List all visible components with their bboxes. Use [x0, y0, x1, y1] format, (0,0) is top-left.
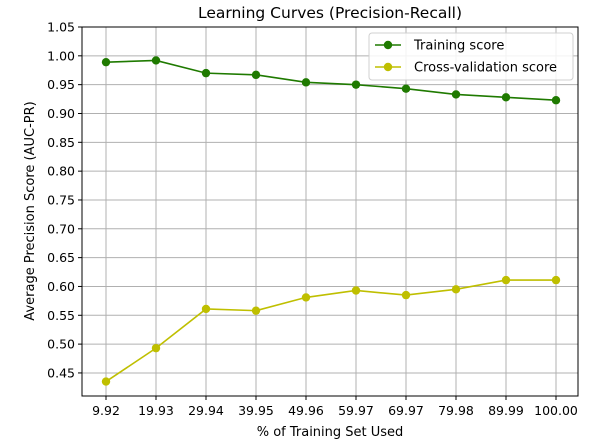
x-tick-label: 19.93: [138, 403, 174, 418]
x-axis-ticks: 9.92 19.93 29.94 39.95 49.96 59.97 69.97 79.98 8…: [92, 396, 578, 418]
legend-entry-label: Cross-validation score: [414, 61, 557, 76]
y-tick-label: 0.95: [47, 77, 75, 92]
data-point: [301, 78, 311, 87]
data-point: [201, 304, 211, 314]
data-point: [151, 56, 161, 65]
data-point: [101, 377, 111, 386]
data-point: [251, 70, 261, 80]
y-tick-label: 0.80: [47, 164, 75, 179]
data-point: [451, 90, 461, 99]
legend: Training score Cross-validation score: [368, 32, 574, 81]
y-tick-label: 0.70: [47, 221, 75, 236]
legend-entry-label: Training score: [413, 39, 504, 54]
x-tick-label: 100.00: [534, 403, 578, 418]
x-tick-label: 69.97: [388, 403, 424, 418]
x-tick-label: 9.92: [92, 403, 120, 418]
x-tick-label: 79.98: [438, 403, 474, 418]
y-tick-label: 0.75: [47, 192, 75, 207]
y-tick-label: 0.45: [47, 365, 75, 380]
series-0: [101, 56, 561, 105]
x-axis-label: % of Training Set Used: [257, 425, 404, 440]
x-tick-label: 89.99: [488, 403, 524, 418]
data-point: [501, 275, 511, 285]
plot-frame: [81, 26, 579, 397]
legend-swatch-marker: [383, 40, 393, 50]
data-point: [501, 93, 511, 102]
y-tick-label: 0.85: [47, 135, 75, 150]
data-point: [351, 286, 361, 295]
x-tick-label: 39.95: [238, 403, 274, 418]
x-tick-label: 59.97: [338, 403, 374, 418]
data-point: [251, 306, 261, 315]
y-axis-ticks: 0.45 0.50 0.55 0.60 0.65 0.70 0.75 0.80 0.85 0.90…: [47, 20, 82, 380]
grid-lines: [82, 26, 578, 396]
legend-box: [368, 32, 574, 81]
y-tick-label: 0.50: [47, 337, 75, 352]
y-tick-label: 0.60: [47, 279, 75, 294]
y-tick-label: 0.90: [47, 106, 75, 121]
series-1: [101, 275, 561, 386]
data-point: [401, 84, 411, 93]
x-tick-label: 29.94: [188, 403, 224, 418]
y-tick-label: 0.55: [47, 308, 75, 323]
data-point: [101, 57, 111, 67]
chart-title: Learning Curves (Precision-Recall): [198, 4, 462, 22]
series-line: [105, 279, 556, 383]
y-tick-label: 1.05: [47, 20, 75, 35]
data-point: [151, 343, 161, 353]
data-point: [401, 290, 411, 300]
y-axis-label: Average Precision Score (AUC-PR): [23, 101, 38, 320]
data-point: [551, 275, 561, 285]
data-point: [351, 80, 361, 89]
legend-swatch-marker: [383, 62, 393, 72]
data-point: [301, 293, 311, 302]
data-point: [551, 96, 561, 105]
data-point: [451, 285, 461, 294]
y-tick-label: 1.00: [47, 48, 75, 63]
series-line: [105, 59, 557, 102]
series-group: [101, 56, 561, 386]
y-tick-label: 0.65: [47, 250, 75, 265]
x-tick-label: 49.96: [288, 403, 324, 418]
data-point: [201, 68, 211, 78]
